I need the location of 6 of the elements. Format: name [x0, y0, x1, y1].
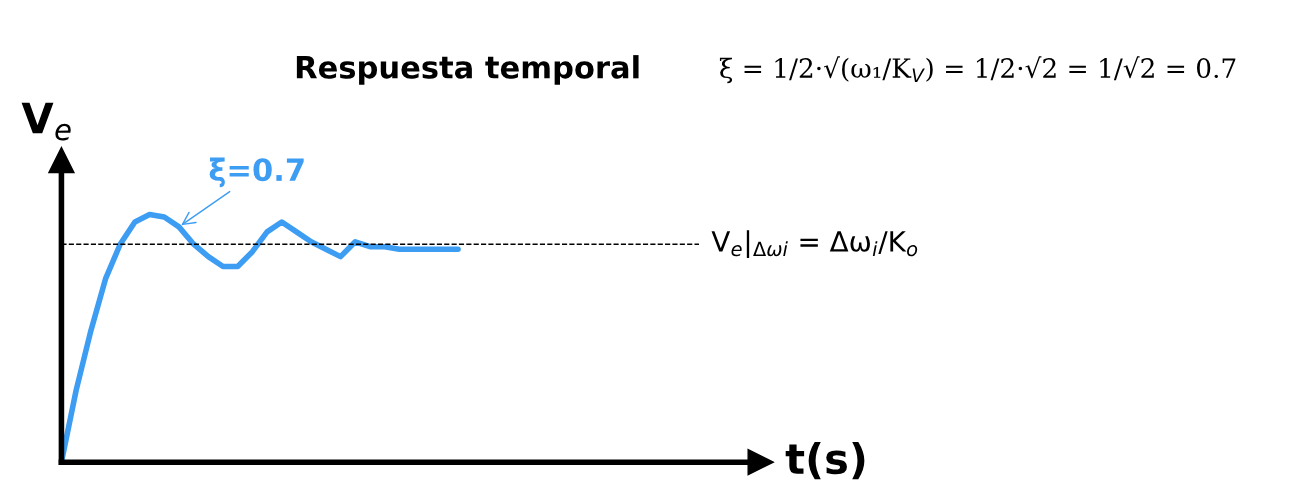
chart-title: Respuesta temporal	[296, 55, 639, 85]
text: t(s)	[785, 442, 865, 480]
y-axis-title: V$_{e}$	[21, 102, 71, 141]
series-label: ξ=0.7	[209, 157, 304, 188]
ref-line-label: V$_{e}$|$_{Δωi}$ = Δω$_{i}$/K$_{o}$	[711, 230, 918, 258]
text: ξ = 1/2·√(ω₁/K$_{V}$) = 1/2·√2 = 1/√2 = 0.7	[719, 56, 1236, 84]
